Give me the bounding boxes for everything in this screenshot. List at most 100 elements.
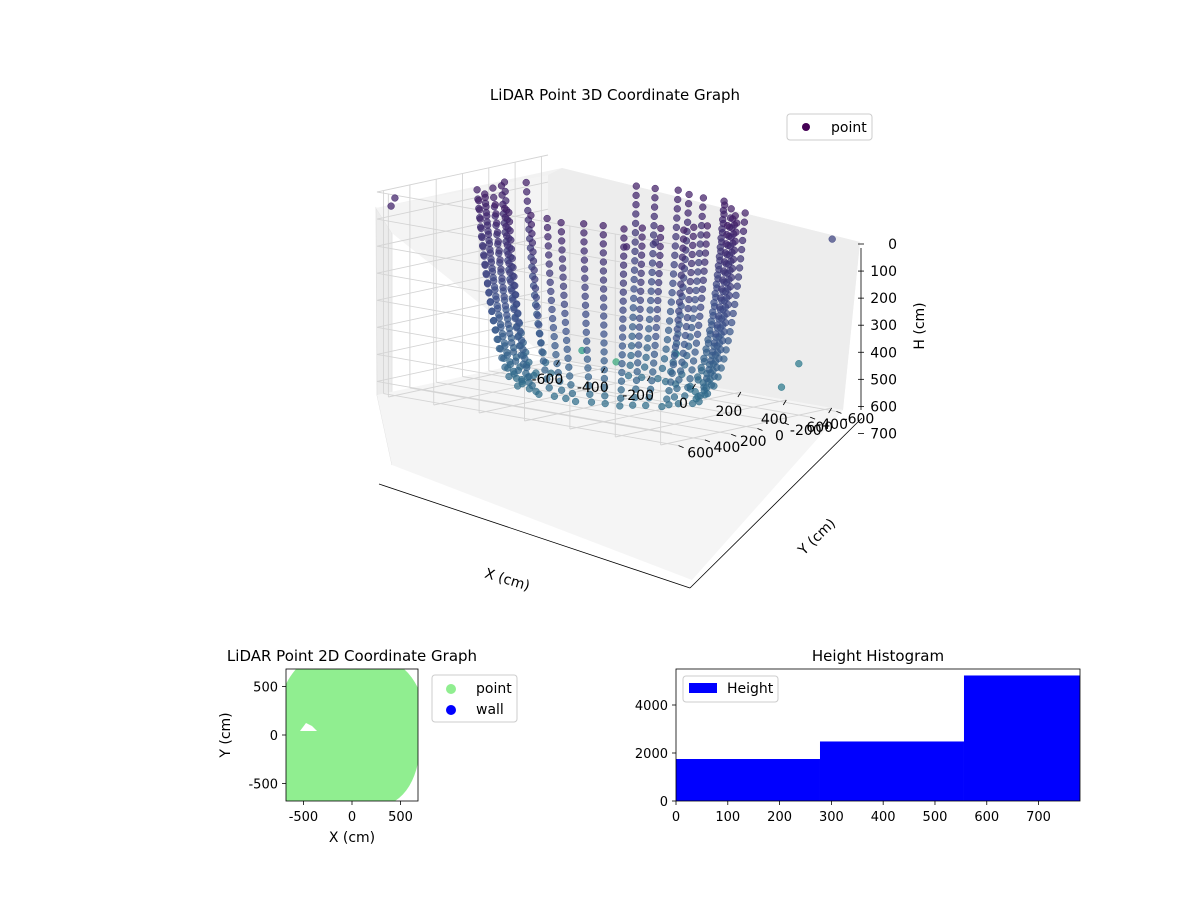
data-point-3d bbox=[653, 305, 662, 314]
data-point-3d bbox=[689, 232, 697, 241]
data-point-3d bbox=[672, 223, 681, 232]
data-point-3d bbox=[682, 322, 691, 331]
data-point-3d bbox=[698, 212, 706, 221]
data-point-3d bbox=[476, 215, 484, 223]
data-point-3d bbox=[695, 321, 703, 329]
data-point-3d bbox=[514, 366, 522, 375]
data-point-3d bbox=[619, 288, 627, 296]
data-point-3d bbox=[700, 383, 708, 391]
data-point-3d bbox=[698, 285, 707, 293]
x-tick-mark bbox=[828, 407, 832, 414]
data-point-3d bbox=[649, 231, 658, 239]
data-point-3d bbox=[510, 272, 518, 281]
data-point-3d bbox=[665, 387, 673, 395]
data-point-3d bbox=[650, 203, 659, 211]
histogram-title: Height Histogram bbox=[812, 647, 944, 665]
y-tick-label-hist: 2000 bbox=[635, 747, 668, 762]
data-point-3d bbox=[674, 316, 682, 324]
data-point-3d bbox=[599, 258, 608, 266]
data-point-3d bbox=[583, 355, 592, 363]
data-point-3d bbox=[637, 269, 645, 277]
x-tick-label: -600 bbox=[531, 372, 563, 388]
data-point-3d bbox=[551, 342, 559, 350]
data-point-3d bbox=[545, 251, 553, 259]
legend-2d: point wall bbox=[431, 674, 518, 723]
data-point-3d bbox=[482, 203, 490, 211]
data-point-3d bbox=[488, 267, 497, 276]
data-point-3d bbox=[567, 381, 575, 389]
data-point-3d bbox=[649, 368, 657, 376]
data-point-3d bbox=[642, 353, 650, 362]
data-point-3d bbox=[724, 301, 732, 309]
x-tick-label-hist: 300 bbox=[819, 810, 844, 825]
data-point-3d bbox=[735, 264, 744, 272]
data-point-3d bbox=[499, 283, 507, 292]
data-point-3d bbox=[531, 275, 539, 283]
data-point-3d bbox=[535, 321, 543, 329]
data-point-3d bbox=[630, 285, 638, 293]
data-point-3d bbox=[498, 274, 506, 282]
data-point-3d bbox=[636, 314, 644, 322]
data-point-3d bbox=[600, 321, 608, 329]
data-point-3d bbox=[560, 300, 569, 308]
data-point-3d bbox=[513, 300, 521, 308]
data-point-3d bbox=[632, 376, 641, 385]
data-point-3d bbox=[498, 191, 506, 199]
data-point-3d bbox=[733, 219, 741, 227]
x-tick-mark bbox=[782, 399, 787, 406]
data-point-3d bbox=[618, 360, 626, 368]
data-point-3d bbox=[631, 238, 639, 246]
data-point-3d bbox=[601, 392, 609, 400]
data-point-3d bbox=[709, 348, 717, 356]
data-point-3d bbox=[509, 348, 518, 356]
data-point-3d bbox=[723, 310, 731, 318]
z-tick-label: 200 bbox=[870, 291, 897, 307]
data-point-3d bbox=[600, 312, 608, 320]
data-point-3d bbox=[650, 212, 658, 221]
y-tick-mark bbox=[704, 439, 711, 443]
data-point-3d bbox=[651, 238, 660, 246]
data-point-3d bbox=[528, 239, 537, 247]
data-point-3d bbox=[616, 402, 624, 410]
chart-3d-title: LiDAR Point 3D Coordinate Graph bbox=[490, 86, 740, 104]
grid-line bbox=[569, 391, 741, 430]
data-point-3d bbox=[618, 368, 626, 377]
data-point-3d bbox=[670, 352, 679, 360]
data-point-3d bbox=[631, 393, 639, 402]
data-point-3d bbox=[728, 264, 737, 273]
data-point-3d bbox=[656, 233, 665, 242]
scatter-2d-empty-corner-br bbox=[395, 763, 418, 801]
data-point-3d bbox=[600, 339, 608, 347]
data-point-3d bbox=[511, 282, 519, 290]
data-point-3d bbox=[737, 245, 746, 254]
data-point-3d bbox=[580, 220, 588, 228]
data-point-3d bbox=[535, 390, 543, 398]
data-point-3d bbox=[619, 324, 627, 332]
data-point-3d bbox=[644, 334, 652, 342]
data-point-3d bbox=[490, 277, 498, 285]
data-point-3d bbox=[619, 270, 628, 278]
data-point-3d bbox=[482, 270, 491, 279]
data-point-3d bbox=[583, 337, 591, 345]
x-tick-label: 200 bbox=[716, 404, 743, 420]
data-point-3d bbox=[475, 197, 483, 205]
data-point-3d bbox=[663, 336, 672, 344]
data-point-3d bbox=[600, 303, 608, 311]
data-point-3d bbox=[630, 266, 639, 274]
data-point-3d bbox=[645, 315, 654, 324]
y-tick-label: 200 bbox=[740, 434, 767, 450]
data-point-3d bbox=[619, 297, 627, 305]
data-point-3d bbox=[715, 303, 724, 311]
data-point-3d bbox=[658, 402, 666, 411]
chart-histogram: Height Histogram 0 100 200 300 400 500 600 700 … bbox=[635, 647, 1081, 825]
data-point-3d bbox=[702, 240, 710, 248]
data-point-3d bbox=[558, 255, 567, 263]
data-point-3d bbox=[506, 227, 514, 235]
data-point-3d bbox=[739, 227, 748, 235]
data-point-3d bbox=[630, 294, 638, 303]
data-point-3d bbox=[580, 247, 588, 255]
data-point-3d bbox=[713, 363, 721, 372]
grid-line bbox=[462, 376, 758, 429]
data-point-3d bbox=[637, 278, 645, 286]
data-point-3d bbox=[387, 202, 395, 210]
